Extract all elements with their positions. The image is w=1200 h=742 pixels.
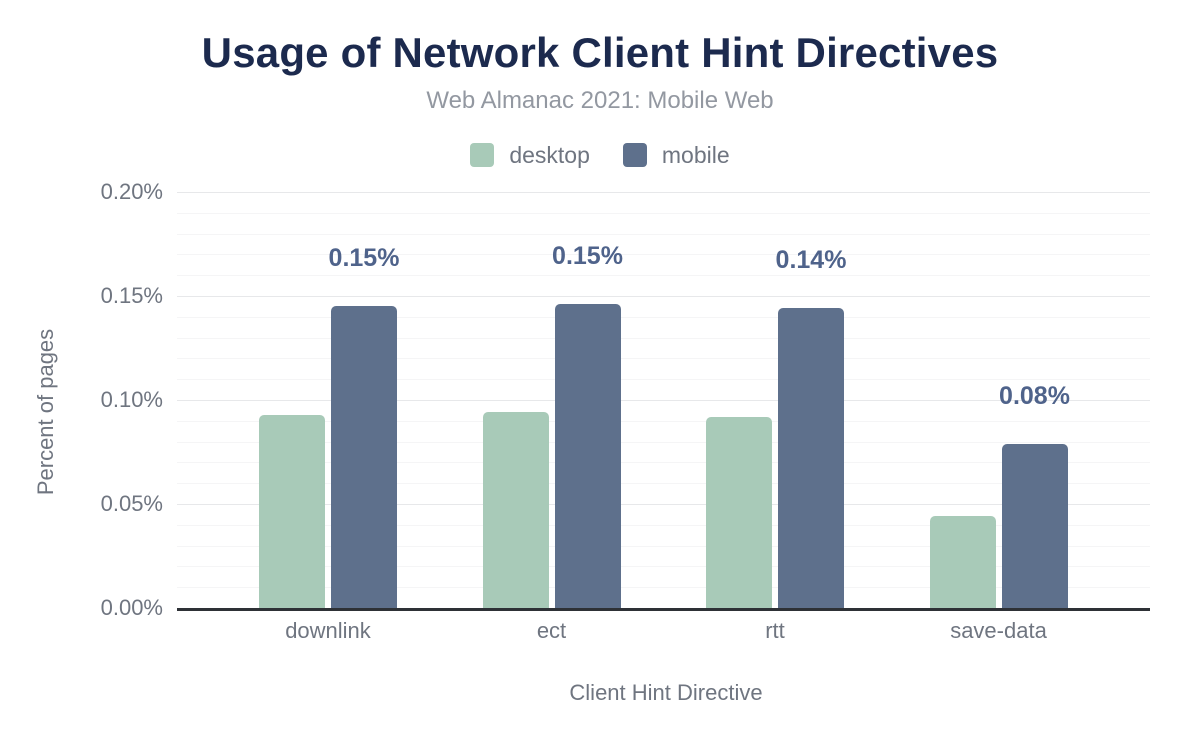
chart-title: Usage of Network Client Hint Directives xyxy=(201,29,999,76)
bar-mobile-rtt[interactable] xyxy=(778,308,844,608)
bar-desktop-rtt[interactable] xyxy=(706,416,772,608)
bar-mobile-downlink[interactable] xyxy=(331,306,397,608)
legend-label-mobile: mobile xyxy=(661,141,730,168)
y-axis-tick-label: 0.00% xyxy=(100,595,163,620)
x-axis-tick-label: downlink xyxy=(285,618,371,643)
bar-desktop-save-data[interactable] xyxy=(929,516,996,608)
gridline xyxy=(177,587,1150,589)
bar-desktop-downlink[interactable] xyxy=(259,414,325,608)
gridline xyxy=(177,275,1150,277)
gridline xyxy=(177,254,1150,256)
gridline xyxy=(177,420,1150,422)
x-axis-tick-label: save-data xyxy=(950,618,1047,643)
y-axis-tick-label: 0.10% xyxy=(100,387,163,412)
gridline xyxy=(177,212,1150,214)
y-axis-tick-label: 0.15% xyxy=(100,283,163,308)
gridline xyxy=(177,504,1150,505)
gridline xyxy=(177,545,1150,547)
legend-item-mobile[interactable]: mobile xyxy=(622,141,730,169)
gridline xyxy=(177,192,1150,193)
legend-swatch-mobile xyxy=(622,143,647,167)
gridline xyxy=(177,524,1150,526)
bar-value-label: 0.14% xyxy=(775,246,847,275)
gridline xyxy=(177,566,1150,568)
legend: desktop mobile xyxy=(0,142,1200,168)
chart-subtitle: Web Almanac 2021: Mobile Web xyxy=(426,87,774,114)
legend-item-desktop[interactable]: desktop xyxy=(470,142,590,169)
gridline xyxy=(177,483,1150,485)
y-axis-tick-label: 0.20% xyxy=(100,179,163,204)
plot-area: 0.15% 0.15% 0.14% 0.08% xyxy=(177,192,1150,611)
y-axis-tick-label: 0.05% xyxy=(100,491,163,516)
gridline xyxy=(177,233,1150,235)
legend-label-desktop: desktop xyxy=(509,141,590,168)
x-axis-title: Client Hint Directive xyxy=(569,680,763,705)
bar-desktop-ect[interactable] xyxy=(482,412,549,608)
gridline xyxy=(177,296,1150,297)
gridline xyxy=(177,358,1150,360)
bar-value-label: 0.15% xyxy=(552,242,623,271)
bar-mobile-ect[interactable] xyxy=(554,304,621,608)
x-axis-tick-label: rtt xyxy=(765,618,785,643)
gridline xyxy=(177,400,1150,401)
gridline xyxy=(177,462,1150,464)
bar-value-label: 0.08% xyxy=(999,381,1070,410)
gridline xyxy=(177,337,1150,339)
bar-value-label: 0.15% xyxy=(328,244,400,273)
legend-swatch-desktop xyxy=(470,143,495,167)
gridline xyxy=(177,316,1150,318)
gridline xyxy=(177,379,1150,381)
x-axis-tick-label: ect xyxy=(536,618,567,643)
bar-mobile-save-data[interactable] xyxy=(1001,443,1068,608)
gridline xyxy=(177,441,1150,443)
